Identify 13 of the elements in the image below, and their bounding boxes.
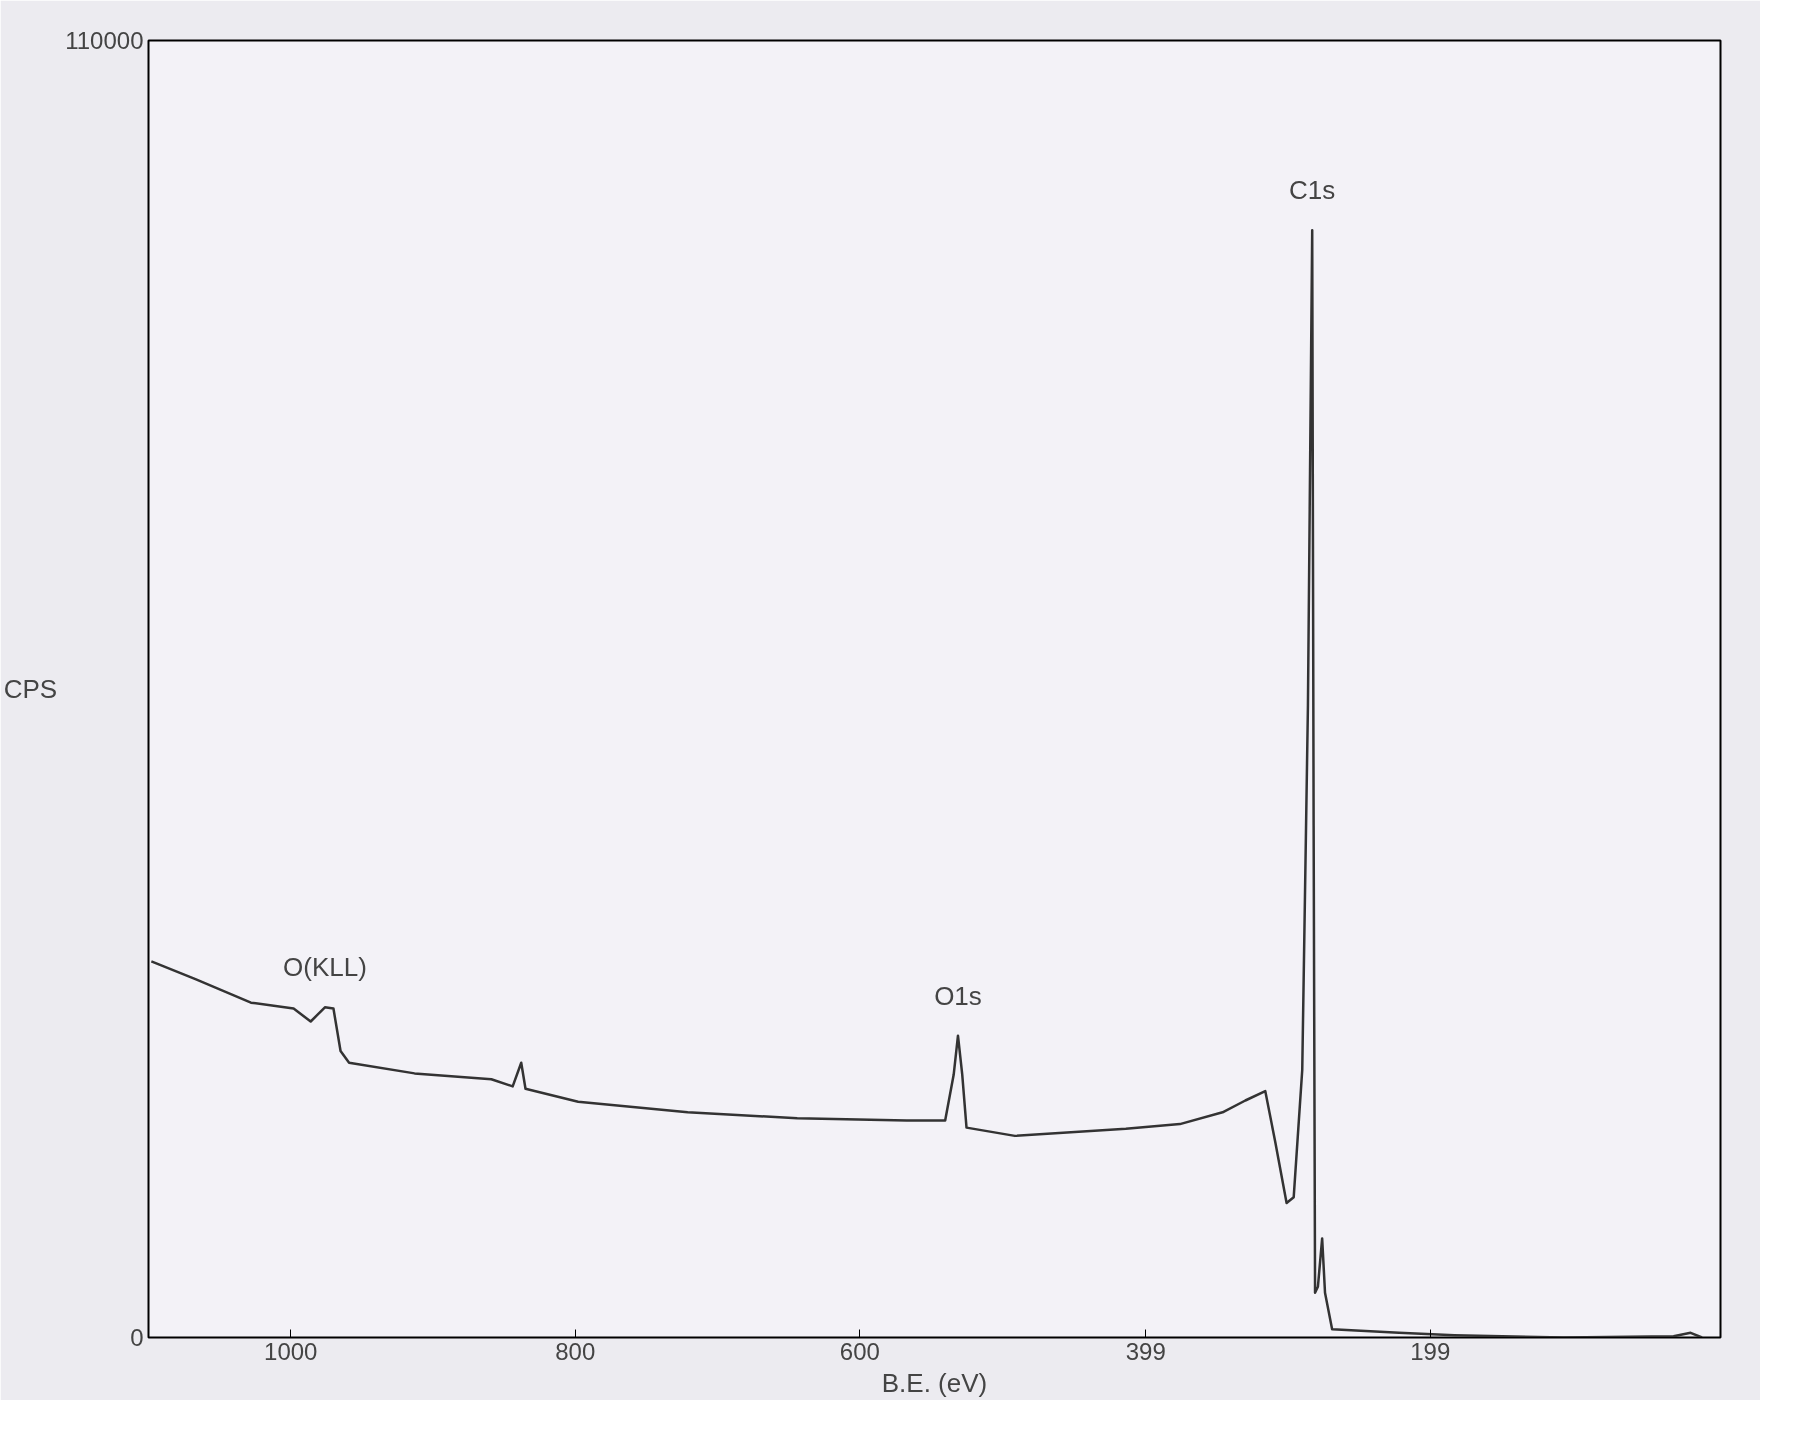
annotation: O1s [934, 980, 982, 1011]
y-axis-title: CPS [3, 674, 58, 704]
y-tick-label: 110000 [65, 27, 144, 54]
annotation: C1s [1289, 175, 1336, 206]
annotation: O(KLL) [283, 952, 367, 983]
x-tick-label: 399 [1125, 1337, 1166, 1365]
line-series [150, 229, 1704, 1338]
x-axis-title: B.E. (eV) [881, 1367, 988, 1398]
x-tick-label: 600 [839, 1337, 880, 1365]
x-tick-label: 1000 [264, 1337, 318, 1365]
x-tick-label: 199 [1410, 1337, 1451, 1365]
y-tick-label: 0 [130, 1324, 144, 1351]
x-tick-label: 800 [555, 1337, 596, 1365]
